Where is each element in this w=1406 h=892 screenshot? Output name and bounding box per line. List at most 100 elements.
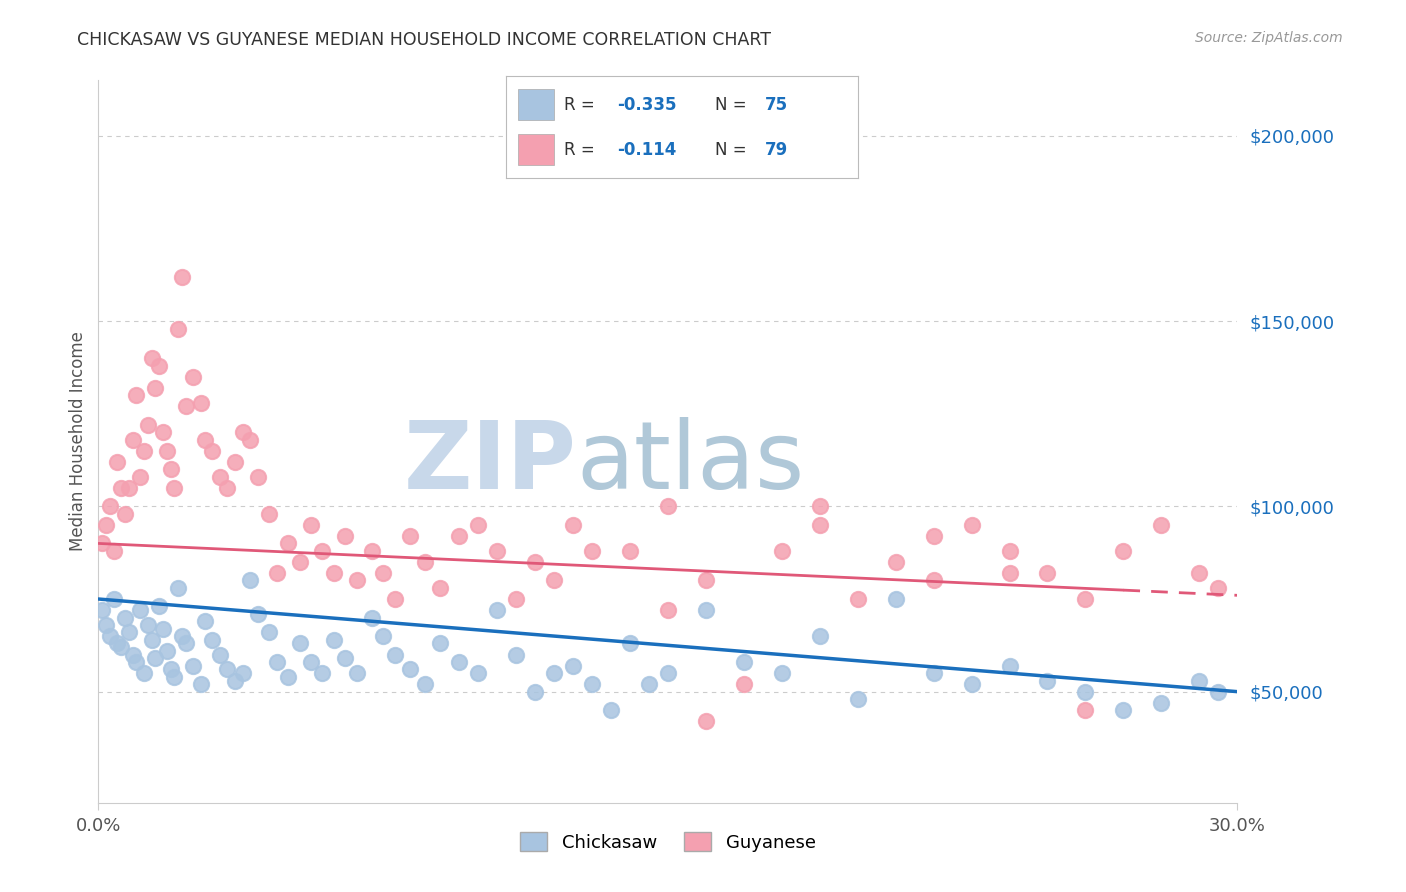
- Point: [1112, 544, 1135, 558]
- Point: [110, 481, 132, 495]
- Point: [311, 666, 333, 681]
- Point: [884, 592, 907, 607]
- Point: [449, 655, 471, 669]
- Point: [217, 481, 239, 495]
- Point: [170, 629, 193, 643]
- Point: [232, 666, 254, 681]
- Point: [657, 500, 679, 514]
- Point: [183, 658, 205, 673]
- Point: [259, 507, 281, 521]
- Point: [695, 714, 717, 729]
- Text: -0.114: -0.114: [617, 141, 676, 159]
- Point: [1150, 517, 1173, 532]
- Point: [194, 614, 217, 628]
- Point: [299, 655, 322, 669]
- Text: R =: R =: [564, 95, 600, 113]
- Point: [1208, 581, 1230, 595]
- Point: [335, 651, 357, 665]
- Bar: [519, 135, 554, 165]
- Point: [486, 603, 509, 617]
- Point: [846, 692, 869, 706]
- Point: [277, 536, 299, 550]
- Point: [167, 321, 190, 335]
- Point: [346, 574, 368, 588]
- Point: [201, 632, 224, 647]
- Point: [125, 655, 148, 669]
- Text: N =: N =: [716, 95, 752, 113]
- Point: [467, 666, 489, 681]
- Point: [922, 574, 945, 588]
- Point: [136, 417, 159, 432]
- Point: [288, 555, 311, 569]
- Point: [224, 455, 246, 469]
- Point: [505, 592, 527, 607]
- Point: [156, 644, 179, 658]
- Point: [1188, 566, 1211, 580]
- Point: [129, 469, 152, 483]
- Point: [156, 443, 179, 458]
- Point: [467, 517, 489, 532]
- Point: [486, 544, 509, 558]
- Text: Source: ZipAtlas.com: Source: ZipAtlas.com: [1195, 31, 1343, 45]
- Point: [183, 369, 205, 384]
- Text: 79: 79: [765, 141, 787, 159]
- Text: -0.335: -0.335: [617, 95, 676, 113]
- Point: [695, 574, 717, 588]
- Point: [384, 592, 406, 607]
- Point: [145, 651, 167, 665]
- Point: [1074, 592, 1097, 607]
- Point: [770, 544, 793, 558]
- Point: [132, 443, 155, 458]
- Point: [163, 670, 186, 684]
- Point: [884, 555, 907, 569]
- Point: [846, 592, 869, 607]
- Point: [619, 636, 641, 650]
- Point: [543, 666, 565, 681]
- Point: [998, 658, 1021, 673]
- Point: [960, 517, 983, 532]
- Point: [141, 351, 163, 366]
- Point: [543, 574, 565, 588]
- Point: [266, 655, 288, 669]
- Point: [371, 566, 394, 580]
- Point: [562, 658, 585, 673]
- Point: [562, 517, 585, 532]
- Point: [299, 517, 322, 532]
- Point: [322, 566, 344, 580]
- Point: [114, 507, 136, 521]
- Point: [360, 610, 382, 624]
- Point: [152, 622, 174, 636]
- Point: [695, 603, 717, 617]
- Point: [600, 703, 623, 717]
- Text: R =: R =: [564, 141, 600, 159]
- Point: [107, 455, 129, 469]
- Point: [190, 395, 212, 409]
- Point: [208, 648, 231, 662]
- Point: [998, 566, 1021, 580]
- Point: [581, 677, 603, 691]
- Point: [1208, 684, 1230, 698]
- Point: [638, 677, 661, 691]
- Point: [413, 555, 436, 569]
- Point: [808, 629, 831, 643]
- Point: [103, 544, 125, 558]
- Point: [152, 425, 174, 440]
- Point: [174, 400, 197, 414]
- Point: [449, 529, 471, 543]
- Point: [98, 629, 121, 643]
- Point: [998, 544, 1021, 558]
- Point: [1112, 703, 1135, 717]
- Point: [398, 529, 420, 543]
- Point: [118, 625, 141, 640]
- Point: [808, 517, 831, 532]
- Point: [170, 269, 193, 284]
- Point: [311, 544, 333, 558]
- Point: [429, 581, 451, 595]
- Point: [360, 544, 382, 558]
- Point: [217, 662, 239, 676]
- Legend: Chickasaw, Guyanese: Chickasaw, Guyanese: [513, 825, 823, 859]
- Point: [277, 670, 299, 684]
- Point: [148, 599, 170, 614]
- Point: [1074, 684, 1097, 698]
- Point: [110, 640, 132, 655]
